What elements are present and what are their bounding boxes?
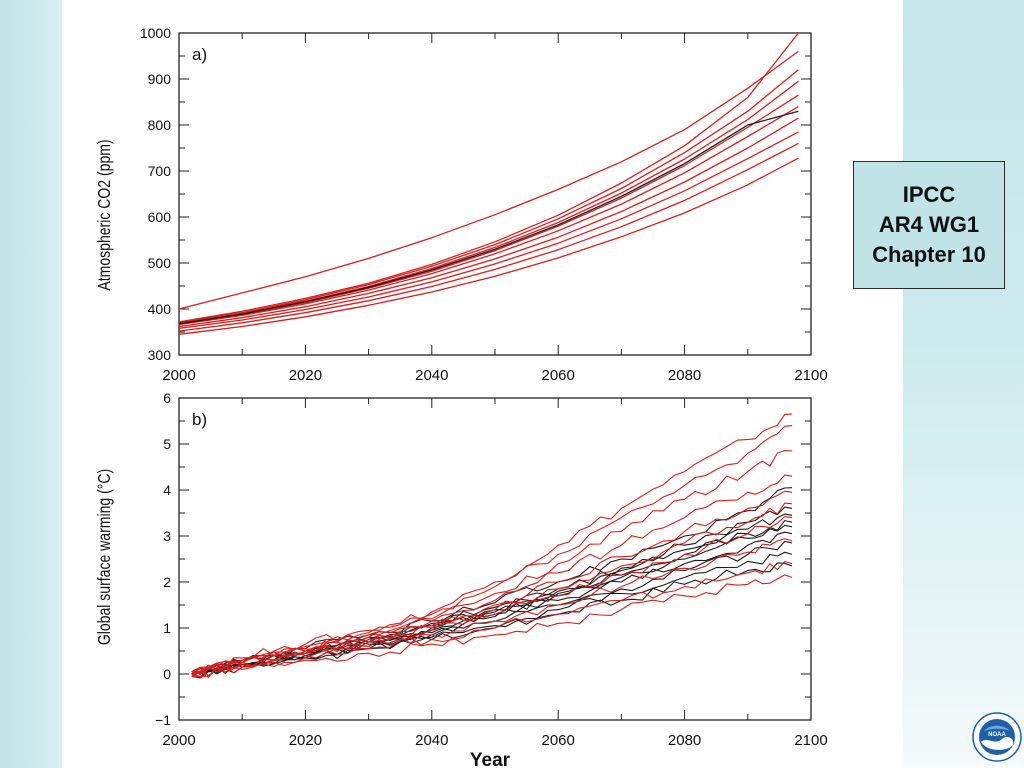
series-line-red xyxy=(178,131,799,329)
x-tick-label: 2100 xyxy=(794,367,827,384)
noaa-logo-icon: NOAA xyxy=(972,712,1022,762)
y-tick-label: 800 xyxy=(148,117,172,133)
series-line-red xyxy=(178,117,799,328)
panel-b-x-axis-label: Year xyxy=(470,750,511,768)
x-tick-label: 2080 xyxy=(668,367,701,384)
series-line-red xyxy=(191,560,793,677)
x-tick-label: 2080 xyxy=(668,732,701,749)
y-tick-label: 500 xyxy=(148,255,172,271)
series-line-black xyxy=(191,506,793,675)
panel-b-ticks: 2000 2020 2040 2060 2080 2100 −1 0 1 2 3 4 5 6 xyxy=(155,390,828,749)
series-line-red xyxy=(191,574,793,678)
panel-b-warming-chart: b) Global surface warming (°C) Year 2000… xyxy=(94,390,827,768)
y-tick-label: 700 xyxy=(148,163,172,179)
ipcc-figure: a) Atmospheric CO2 (ppm) 2000 2020 2040 206… xyxy=(94,25,827,768)
y-tick-label: −1 xyxy=(155,712,171,728)
panel-a-series xyxy=(178,32,799,335)
y-tick-label: 300 xyxy=(148,347,172,363)
series-line-red xyxy=(178,50,799,310)
caption-line-2: AR4 WG1 xyxy=(878,212,980,237)
caption-line-1: IPCC xyxy=(902,182,956,207)
series-line-red xyxy=(191,538,793,678)
x-tick-label: 2060 xyxy=(542,732,575,749)
y-tick-label: 1 xyxy=(163,620,171,636)
noaa-logo-text: NOAA xyxy=(988,732,1006,738)
panel-b-y-axis-label: Global surface warming (°C) xyxy=(94,469,114,645)
series-line-red xyxy=(178,69,799,324)
x-tick-label: 2000 xyxy=(162,367,195,384)
series-line-red xyxy=(191,516,793,678)
y-tick-label: 0 xyxy=(163,666,171,682)
y-tick-label: 6 xyxy=(163,390,171,406)
x-tick-label: 2040 xyxy=(415,732,448,749)
series-line-red xyxy=(178,80,799,325)
caption-line-3: Chapter 10 xyxy=(872,242,986,267)
series-line-red xyxy=(191,474,793,675)
series-line-red xyxy=(191,425,793,675)
noaa-logo: NOAA xyxy=(972,712,1022,762)
y-tick-label: 3 xyxy=(163,528,171,544)
series-line-red xyxy=(178,32,799,323)
y-tick-label: 5 xyxy=(163,436,171,452)
series-line-red xyxy=(191,490,793,675)
y-tick-label: 4 xyxy=(163,482,171,498)
right-background-band xyxy=(903,0,1024,768)
series-line-black xyxy=(191,520,793,673)
panel-b-series xyxy=(191,413,793,679)
figure-panel: a) Atmospheric CO2 (ppm) 2000 2020 2040 206… xyxy=(62,0,903,768)
series-line-red xyxy=(191,449,793,673)
x-tick-label: 2020 xyxy=(289,367,322,384)
x-tick-label: 2000 xyxy=(162,732,195,749)
series-line-red xyxy=(178,142,799,332)
panel-a-y-axis-label: Atmospheric CO2 (ppm) xyxy=(94,139,114,290)
y-tick-label: 600 xyxy=(148,209,172,225)
series-line-black xyxy=(178,110,799,325)
y-tick-label: 2 xyxy=(163,574,171,590)
y-tick-label: 1000 xyxy=(140,25,171,41)
series-line-red xyxy=(178,106,799,326)
panel-a-ticks: 2000 2020 2040 2060 2080 2100 300 400 500 600 700 8… xyxy=(140,25,828,384)
panel-a-co2-chart: a) Atmospheric CO2 (ppm) 2000 2020 2040 206… xyxy=(94,25,827,384)
y-tick-label: 400 xyxy=(148,301,172,317)
series-line-red xyxy=(191,502,793,673)
x-tick-label: 2020 xyxy=(289,732,322,749)
series-line-black xyxy=(191,487,793,673)
x-tick-label: 2060 xyxy=(542,367,575,384)
series-line-red xyxy=(178,94,799,325)
figure-source-caption: IPCC AR4 WG1 Chapter 10 xyxy=(853,161,1005,289)
x-tick-label: 2040 xyxy=(415,367,448,384)
panel-a-label: a) xyxy=(192,45,207,64)
series-line-black xyxy=(191,551,793,677)
series-line-red xyxy=(178,157,799,335)
series-line-black xyxy=(191,531,793,678)
y-tick-label: 900 xyxy=(148,71,172,87)
panel-b-label: b) xyxy=(192,410,207,429)
left-background-band xyxy=(0,0,62,768)
x-tick-label: 2100 xyxy=(794,732,827,749)
